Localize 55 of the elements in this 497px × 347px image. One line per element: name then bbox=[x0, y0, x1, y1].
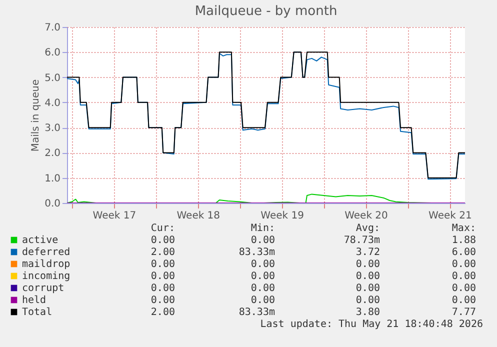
text: 0.00 bbox=[150, 271, 175, 282]
text: 0.00 bbox=[452, 271, 476, 282]
text: 6.00 bbox=[452, 247, 476, 258]
x-tick-label: Week 21 bbox=[428, 210, 472, 222]
text: Last update: Thu May 21 18:40:48 2026 bbox=[260, 319, 483, 330]
x-tick-label: Week 20 bbox=[344, 210, 388, 222]
y-tick-label: 7.0 bbox=[44, 22, 60, 34]
text: 0.00 bbox=[250, 271, 275, 282]
text: 3.72 bbox=[356, 247, 380, 258]
legend-label: maildrop bbox=[22, 259, 70, 270]
legend-label: held bbox=[22, 295, 46, 306]
legend-label: corrupt bbox=[22, 283, 64, 294]
legend-label: incoming bbox=[22, 271, 70, 282]
y-tick-label: 6.0 bbox=[44, 48, 60, 59]
text: 0.00 bbox=[250, 283, 275, 294]
text: Max: bbox=[452, 223, 476, 234]
text: 0.00 bbox=[250, 259, 275, 270]
y-tick-label: 0.0 bbox=[44, 198, 60, 210]
text: 0.00 bbox=[452, 283, 476, 294]
text: 2.00 bbox=[150, 247, 175, 258]
text: 0.00 bbox=[250, 235, 275, 246]
text: 78.73m bbox=[344, 235, 380, 246]
y-tick-label: 5.0 bbox=[44, 72, 60, 84]
x-tick-label: Week 18 bbox=[176, 210, 220, 222]
text: 0.00 bbox=[356, 295, 380, 306]
y-axis-title: Mails in queue bbox=[30, 79, 42, 152]
text: 0.00 bbox=[150, 295, 175, 306]
text: 0.00 bbox=[356, 271, 380, 282]
y-tick-label: 1.0 bbox=[44, 173, 60, 184]
text: 83.33m bbox=[238, 247, 275, 258]
x-tick-label: Week 19 bbox=[260, 210, 304, 222]
text: 3.80 bbox=[356, 307, 380, 318]
legend-label: Total bbox=[22, 307, 52, 318]
text: 0.00 bbox=[150, 283, 175, 294]
legend-label: active bbox=[22, 235, 58, 246]
chart-title: Mailqueue - by month bbox=[194, 4, 338, 19]
text: 0.00 bbox=[250, 295, 275, 306]
text: 0.00 bbox=[356, 259, 380, 270]
legend-label: deferred bbox=[22, 247, 70, 258]
text: 0.00 bbox=[150, 259, 175, 270]
text: 0.00 bbox=[356, 283, 380, 294]
text: Cur: bbox=[150, 223, 175, 234]
text: 2.00 bbox=[150, 307, 175, 318]
text: 7.77 bbox=[452, 307, 476, 318]
x-tick-label: Week 17 bbox=[92, 210, 136, 222]
text: 0.00 bbox=[150, 235, 175, 246]
text: 0.00 bbox=[452, 295, 476, 306]
y-tick-label: 2.0 bbox=[44, 148, 60, 160]
text: 1.88 bbox=[452, 235, 476, 246]
text: 83.33m bbox=[238, 307, 275, 318]
text: Min: bbox=[250, 223, 275, 234]
text: Avg: bbox=[356, 223, 380, 234]
y-tick-label: 4.0 bbox=[44, 98, 60, 109]
text: 0.00 bbox=[452, 259, 476, 270]
y-tick-label: 3.0 bbox=[44, 123, 60, 134]
